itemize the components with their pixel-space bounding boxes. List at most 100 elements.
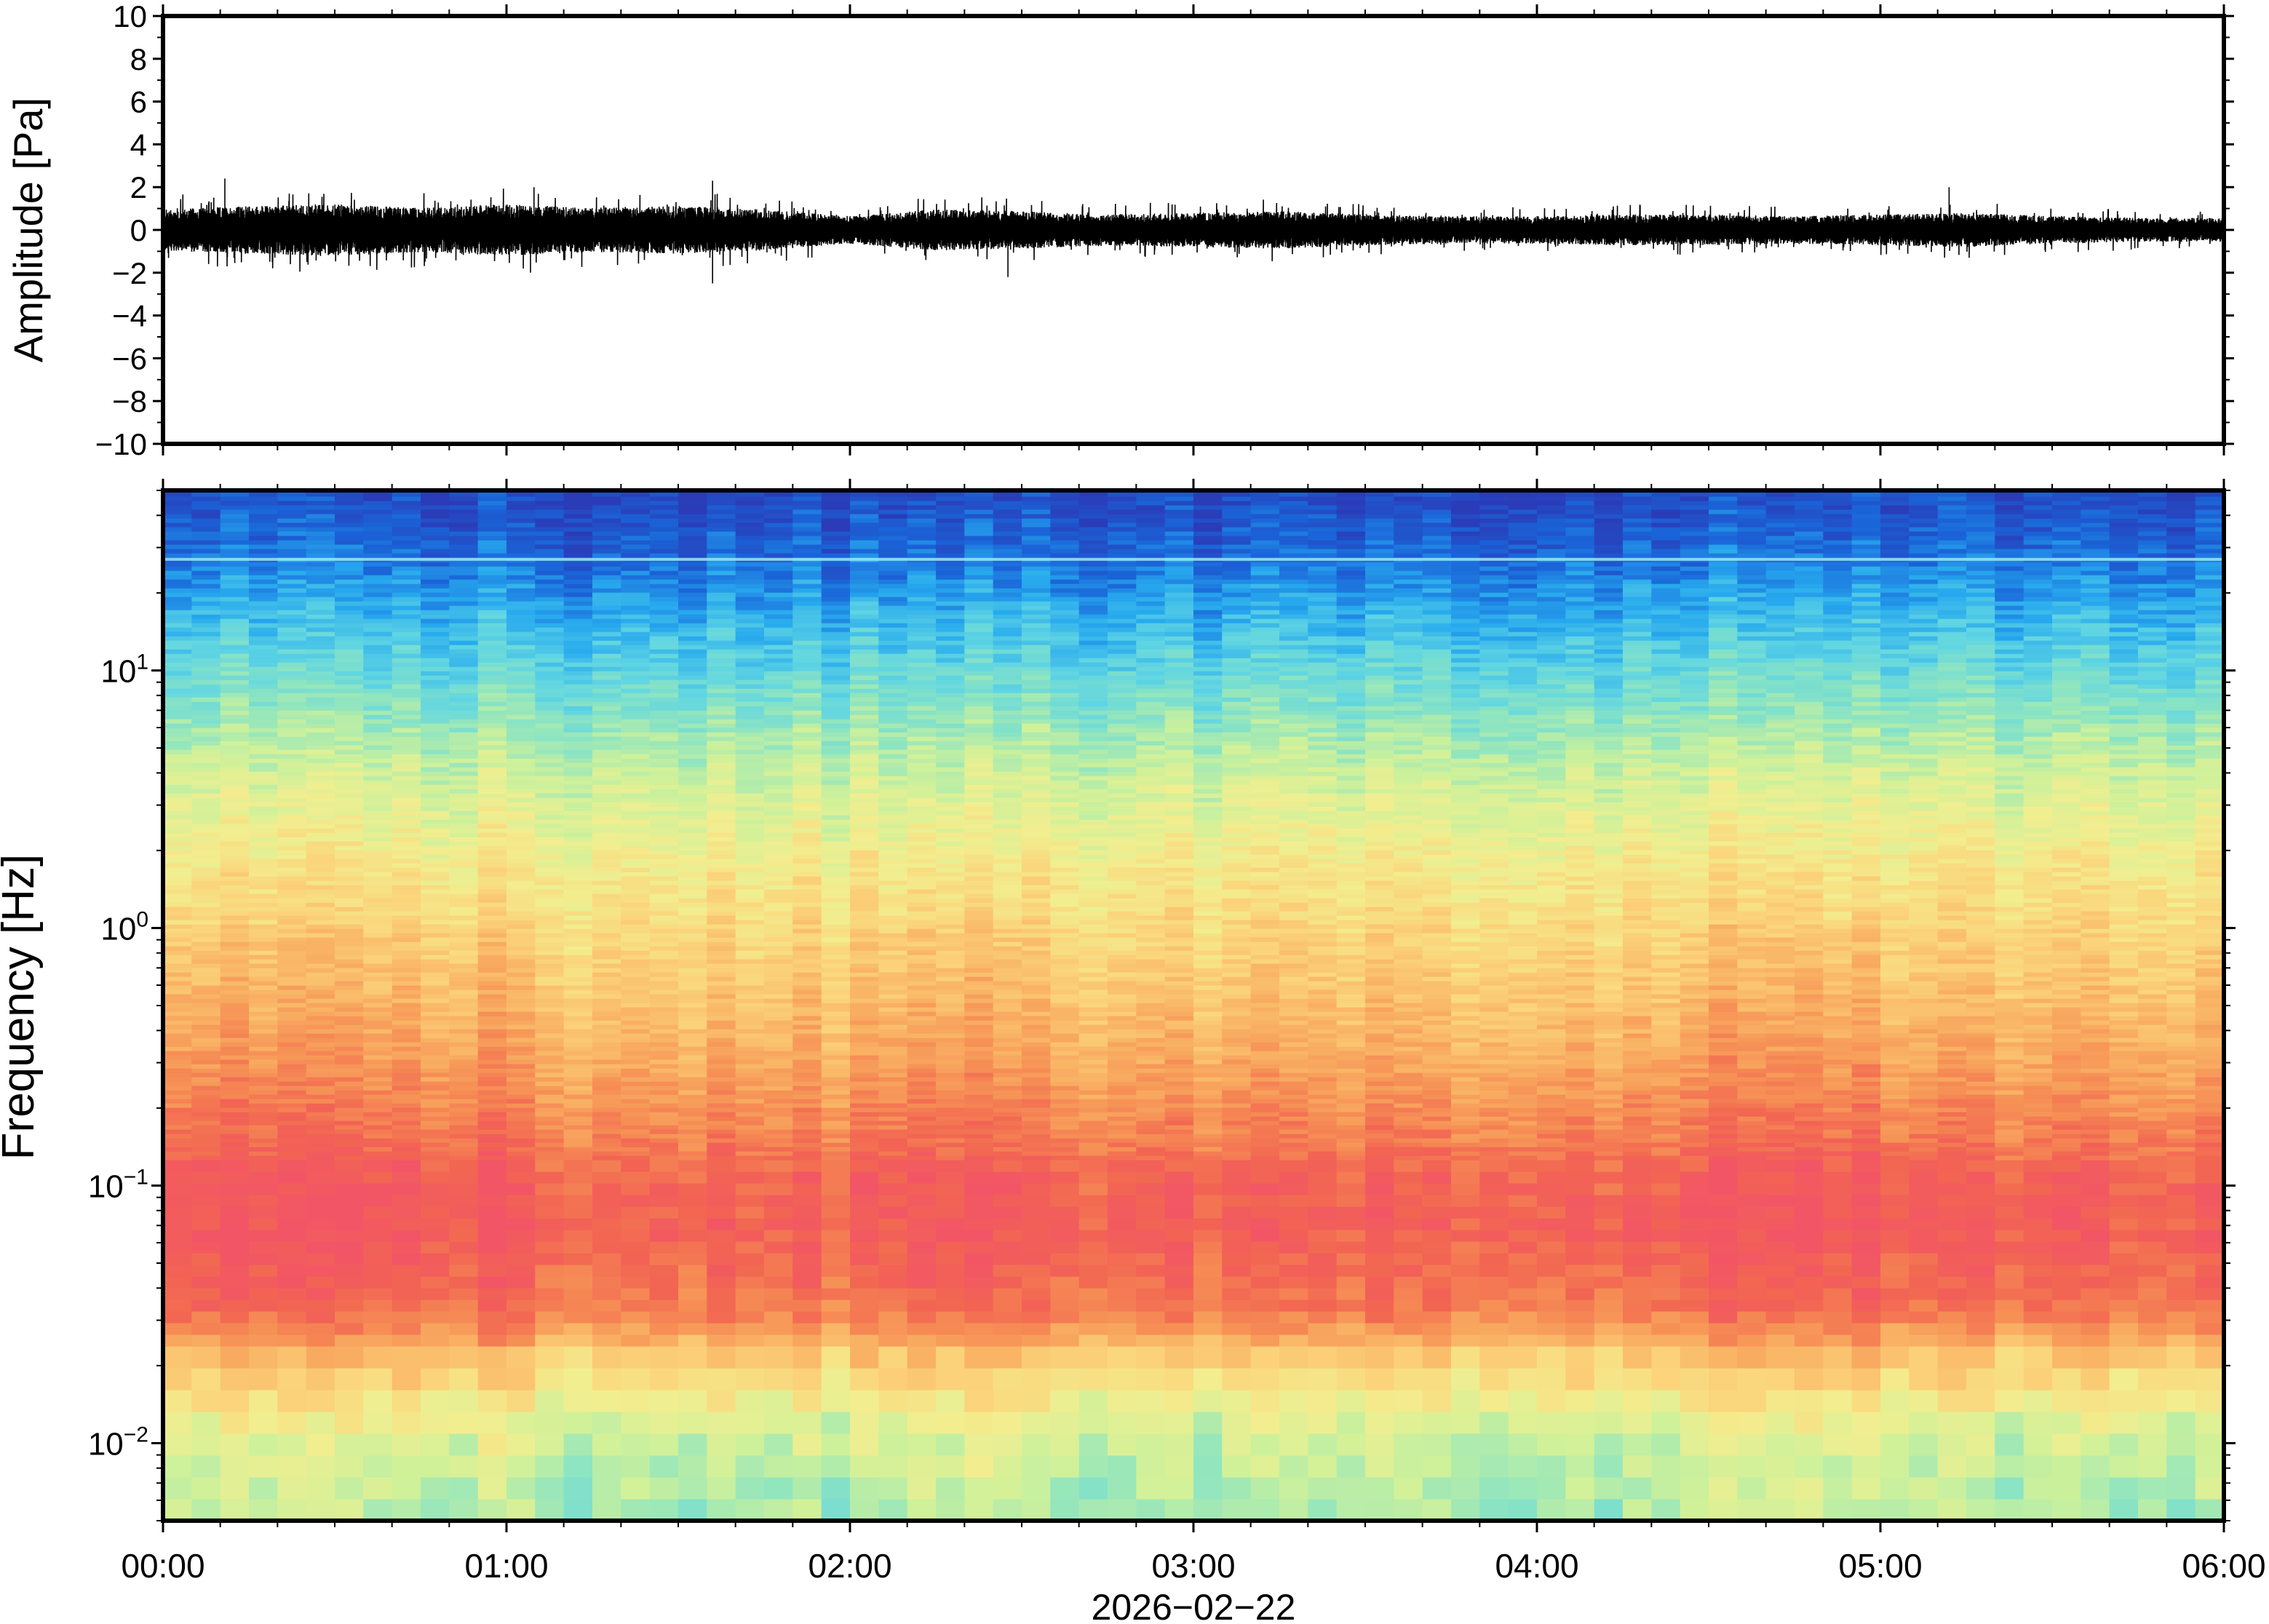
spectrogram-cell: [335, 1016, 365, 1021]
spectrogram-cell: [621, 680, 651, 685]
spectrogram-cell: [306, 872, 335, 877]
spectrogram-cell: [878, 776, 908, 781]
spectrogram-cell: [764, 1116, 794, 1121]
spectrogram-cell: [678, 1116, 708, 1121]
spectrogram-cell: [363, 789, 393, 794]
spectrogram-cell: [277, 553, 307, 558]
spectrogram-cell: [764, 749, 794, 755]
spectrogram-cell: [535, 784, 565, 789]
spectrogram-cell: [220, 549, 250, 554]
spectrogram-cell: [735, 575, 765, 580]
spectrogram-cell: [821, 776, 851, 781]
spectrogram-cell: [821, 976, 851, 982]
spectrogram-cell: [735, 763, 765, 768]
spectrogram-cell: [392, 1121, 421, 1126]
spectrogram-cell: [592, 1129, 622, 1134]
spectrogram-cell: [163, 1099, 193, 1104]
spectrogram-cell: [563, 1072, 593, 1078]
spectrogram-cell: [421, 1003, 450, 1008]
spectrogram-cell: [191, 627, 221, 632]
spectrogram-cell: [649, 553, 679, 558]
spectrogram-cell: [735, 675, 765, 680]
spectrogram-cell: [936, 1195, 966, 1207]
spectrogram-cell: [220, 1265, 250, 1277]
spectrogram-cell: [506, 1241, 536, 1254]
spectrogram-cell: [477, 627, 507, 632]
spectrogram-cell: [220, 1368, 250, 1390]
spectrogram-cell: [191, 1116, 221, 1121]
spectrogram-cell: [220, 841, 250, 846]
spectrogram-cell: [392, 1147, 421, 1152]
spectrogram-cell: [220, 584, 250, 589]
spectrogram-cell: [735, 1299, 765, 1312]
spectrogram-cell: [563, 505, 593, 510]
spectrogram-cell: [191, 784, 221, 789]
spectrogram-cell: [707, 981, 736, 986]
spectrogram-cell: [163, 618, 193, 624]
spectrogram-cell: [335, 789, 365, 794]
spectrogram-cell: [163, 1477, 193, 1500]
spectrogram-cell: [563, 863, 593, 868]
spectrogram-cell: [563, 994, 593, 999]
spectrogram-cell: [249, 1477, 279, 1500]
spectrogram-cell: [163, 1299, 193, 1312]
spectrogram-cell: [621, 1433, 651, 1456]
spectrogram-cell: [907, 920, 937, 925]
spectrogram-cell: [878, 902, 908, 907]
spectrogram-cell: [220, 1042, 250, 1047]
spectrogram-cell: [220, 1323, 250, 1335]
spectrogram-cell: [563, 1099, 593, 1104]
spectrogram-cell: [735, 1068, 765, 1073]
spectrogram-cell: [621, 688, 651, 693]
spectrogram-cell: [335, 832, 365, 837]
spectrogram-cell: [707, 876, 736, 881]
spectrogram-cell: [792, 754, 822, 759]
spectrogram-cell: [707, 632, 736, 637]
spectrogram-cell: [249, 1011, 279, 1016]
spectrogram-cell: [506, 1323, 536, 1335]
spectrogram-cell: [592, 1103, 622, 1108]
spectrogram-cell: [563, 693, 593, 698]
spectrogram-cell: [506, 1160, 536, 1172]
spectrogram-cell: [907, 640, 937, 645]
spectrogram-cell: [764, 994, 794, 999]
spectrogram-cell: [907, 1151, 937, 1156]
spectrogram-cell: [449, 859, 479, 864]
spectrogram-cell: [592, 1116, 622, 1121]
spectrogram-cell: [306, 758, 335, 763]
spectrogram-cell: [735, 1038, 765, 1043]
spectrogram-cell: [163, 1042, 193, 1047]
spectrogram-cell: [850, 1276, 880, 1289]
spectrogram-cell: [792, 933, 822, 938]
spectrogram-cell: [878, 597, 908, 602]
spectrogram-cell: [191, 1007, 221, 1012]
spectrogram-cell: [477, 549, 507, 554]
spectrogram-cell: [621, 1142, 651, 1147]
spectrogram-cell: [707, 736, 736, 741]
spectrogram-cell: [850, 1499, 880, 1521]
spectrogram-cell: [850, 893, 880, 899]
spectrogram-cell: [306, 501, 335, 506]
spectrogram-cell: [907, 828, 937, 833]
spectrogram-cell: [936, 1094, 966, 1099]
spectrogram-cell: [392, 640, 421, 645]
spectrogram-cell: [306, 867, 335, 872]
spectrogram-cell: [649, 789, 679, 794]
spectrogram-cell: [392, 1142, 421, 1147]
spectrogram-cell: [421, 597, 450, 602]
spectrogram-cell: [335, 706, 365, 711]
spectrogram-cell: [792, 1134, 822, 1139]
spectrogram-cell: [678, 1007, 708, 1012]
spectrogram-cell: [850, 1011, 880, 1016]
spectrogram-cell: [850, 776, 880, 781]
spectrogram-cell: [735, 749, 765, 755]
spectrogram-cell: [392, 501, 421, 506]
spectrogram-cell: [477, 767, 507, 772]
spectrogram-cell: [678, 758, 708, 763]
spectrogram-cell: [563, 767, 593, 772]
spectrogram-cell: [220, 1055, 250, 1060]
spectrogram-cell: [477, 1068, 507, 1073]
spectrogram-cell: [563, 610, 593, 615]
spectrogram-cell: [649, 675, 679, 680]
spectrogram-cell: [850, 1151, 880, 1156]
